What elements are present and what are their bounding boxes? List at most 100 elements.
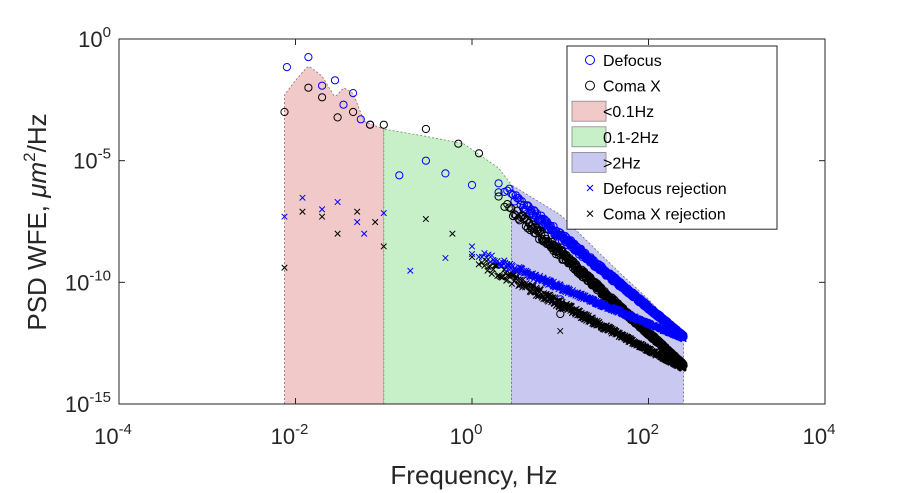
series-2-point-3 — [334, 198, 341, 206]
series-1-cloud-5 — [508, 212, 518, 221]
series-0-cloud-0 — [494, 179, 503, 188]
series-1-point-1 — [304, 83, 313, 92]
series-3-cloud-10 — [492, 262, 500, 269]
series-2-point-9 — [468, 243, 476, 250]
series-3-cloud-519 — [680, 363, 687, 370]
series-2-point-8 — [442, 254, 449, 262]
x-tick-label-1: 10-2 — [271, 421, 309, 449]
series-3-cloud-3 — [481, 262, 488, 269]
series-0-cloud-27 — [530, 207, 540, 216]
legend-label-1: Coma X — [603, 79, 661, 96]
series-2-point-4 — [354, 218, 361, 226]
x-tick-label-2: 100 — [450, 421, 483, 449]
series-3-cloud-187 — [589, 314, 596, 321]
series-1-point-9 — [474, 149, 484, 158]
series-1-point-3 — [333, 113, 342, 122]
legend-swatch-3 — [571, 126, 607, 148]
series-1-cloud-3 — [505, 203, 514, 212]
series-3-point-1 — [299, 208, 306, 215]
y-axis-label-exp: 2 — [20, 152, 39, 161]
series-3-point-10 — [557, 327, 564, 335]
series-0-cloud-10 — [515, 195, 524, 204]
series-3-cloud-8 — [490, 266, 497, 273]
series-0-cloud-3 — [505, 184, 514, 193]
x-tick-exp-0: -4 — [119, 421, 132, 438]
series-0-point-0 — [282, 63, 291, 72]
x-tick-label-0: 10-4 — [94, 421, 132, 449]
series-1-point-8 — [454, 139, 463, 148]
series-0-point-5 — [349, 89, 358, 98]
y-axis-label: PSD WFE, μm2/Hz — [20, 113, 52, 330]
y-tick-label-2: 10-10 — [65, 267, 111, 295]
series-0-point-3 — [330, 76, 340, 85]
series-0-point-6 — [356, 115, 365, 124]
y-tick-label-3: 10-15 — [65, 389, 111, 417]
y-tick-base-2: 10 — [65, 270, 89, 295]
x-tick-exp-3: 2 — [651, 421, 659, 438]
legend-swatch-5 — [586, 184, 594, 192]
y-tick-exp-2: -10 — [89, 267, 111, 284]
data-marks — [280, 53, 688, 372]
series-3-cloud-4 — [483, 257, 490, 265]
x-tick-base-3: 10 — [626, 424, 650, 449]
legend-swatch-0 — [585, 55, 595, 65]
series-1-point-4 — [349, 107, 358, 117]
series-2-cloud-3 — [481, 249, 488, 257]
series-3-cloud-11 — [494, 272, 501, 280]
y-tick-exp-3: -15 — [89, 389, 111, 406]
x-axis-label: Frequency, Hz — [390, 460, 557, 490]
series-1-point-6 — [379, 120, 388, 129]
series-3-point-0 — [281, 264, 288, 271]
legend-swatch-1 — [585, 80, 595, 91]
x-tick-label-3: 102 — [626, 421, 659, 449]
legend-label-3: 0.1-2Hz — [603, 130, 659, 147]
series-3-point-7 — [422, 215, 430, 223]
band-1 — [383, 128, 512, 405]
series-2-point-0 — [281, 213, 288, 220]
series-3-point-3 — [334, 230, 341, 237]
series-0-cloud-14 — [519, 200, 529, 210]
series-2-point-7 — [407, 267, 414, 274]
y-tick-base-3: 10 — [65, 392, 89, 417]
series-3-cloud-1 — [475, 261, 482, 268]
series-3-cloud-95 — [552, 294, 559, 301]
y-axis-label-prefix: PSD WFE, — [22, 198, 52, 331]
legend-label-4: >2Hz — [603, 155, 641, 172]
legend-label-6: Coma X rejection — [603, 207, 726, 224]
series-3-cloud-0 — [468, 253, 476, 261]
series-2-cloud-518 — [680, 334, 687, 341]
series-3-point-2 — [318, 213, 326, 220]
y-tick-label-0: 100 — [78, 24, 111, 52]
series-3-point-8 — [449, 230, 456, 237]
legend-swatch-6 — [586, 210, 594, 217]
series-2-cloud-0 — [468, 250, 476, 258]
y-tick-label-1: 10-5 — [73, 146, 111, 174]
series-0-point-2 — [318, 81, 327, 90]
series-1-cloud-0 — [494, 192, 503, 201]
band-0 — [284, 65, 385, 405]
series-0-point-12 — [494, 188, 503, 197]
series-0-point-9 — [421, 156, 430, 165]
series-3-point-4 — [354, 208, 361, 215]
series-3-cloud-7 — [488, 270, 495, 277]
series-0-point-11 — [467, 180, 477, 190]
series-1-point-2 — [318, 93, 327, 102]
series-1-point-5 — [366, 120, 375, 129]
series-2-cloud-519 — [680, 335, 687, 343]
series-1-point-0 — [280, 107, 289, 117]
series-3-cloud-17 — [501, 266, 508, 273]
series-3-cloud-16 — [500, 273, 507, 280]
legend: Defocus Coma X <0.1Hz 0.1-2Hz >2Hz Defocus re… — [566, 45, 778, 230]
series-3-point-5 — [372, 218, 379, 226]
series-3-cloud-518 — [680, 364, 687, 372]
x-tick-base-4: 10 — [803, 424, 827, 449]
y-tick-base-1: 10 — [73, 149, 97, 174]
series-0-point-10 — [441, 169, 450, 178]
legend-swatch-2 — [571, 100, 607, 122]
series-3-cloud-9 — [491, 262, 498, 269]
series-3-cloud-60 — [533, 284, 540, 291]
series-1-point-7 — [421, 124, 430, 134]
series-1-cloud-35 — [536, 226, 545, 235]
